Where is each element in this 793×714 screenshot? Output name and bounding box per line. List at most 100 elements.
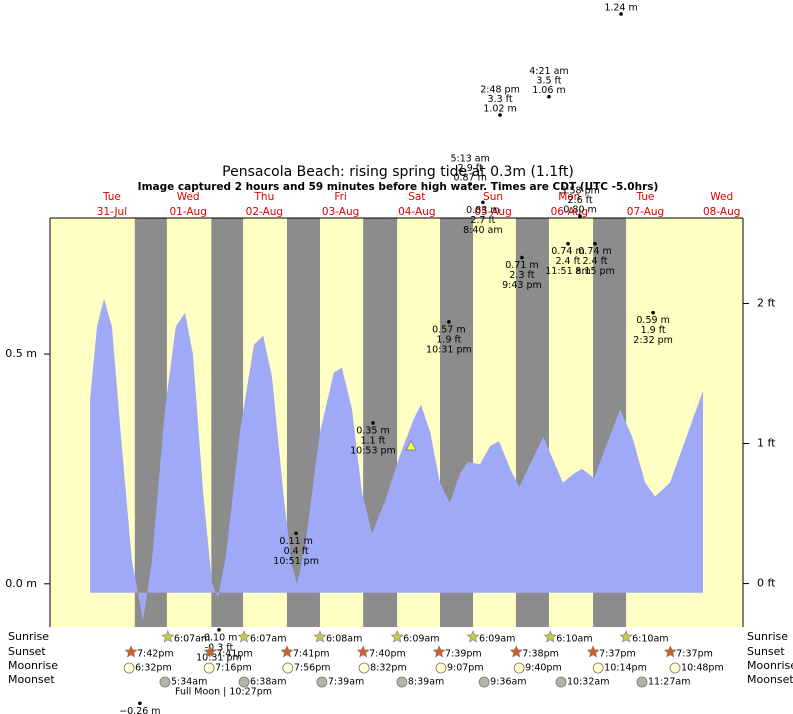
tide-extreme-label: 1.24 m — [604, 2, 637, 13]
tide-extreme-label: 2:48 pm — [480, 85, 520, 96]
tide-extreme-label: 0.4 ft — [284, 546, 309, 557]
event-icon — [513, 662, 525, 674]
day-weekday: Wed — [710, 191, 733, 203]
row-label-left: Sunset — [8, 645, 46, 658]
chart-title: Pensacola Beach: rising spring tide at 0… — [222, 164, 574, 180]
event-time: 10:32am — [567, 677, 609, 688]
tide-extreme-label: 2.7 ft — [470, 215, 495, 226]
tide-extreme-dot — [619, 12, 623, 16]
tide-extreme-label: 10:53 pm — [350, 445, 396, 456]
y2-tick-label: 0 ft — [757, 577, 776, 590]
event-time: 7:37pm — [599, 649, 636, 660]
tide-extreme-label: -0.10 m — [201, 632, 238, 643]
tide-extreme-label: 2.3 ft — [509, 270, 534, 281]
tide-extreme-label: 0.57 m — [432, 324, 465, 335]
tide-extreme-label: 2:32 pm — [633, 335, 673, 346]
tide-extreme-label: 0.35 m — [356, 425, 389, 436]
day-weekday: Sun — [483, 191, 503, 203]
tide-extreme-label: 0.71 m — [505, 260, 538, 271]
event-time: 7:38pm — [522, 649, 559, 660]
plot-area — [50, 218, 743, 627]
event-time: 6:07am — [174, 634, 210, 645]
tide-extreme-dot — [566, 241, 570, 246]
day-weekday: Fri — [334, 191, 347, 203]
event-time: 7:16pm — [215, 663, 252, 674]
event-time: 7:37pm — [676, 649, 713, 660]
event-icon — [282, 662, 294, 674]
tide-extreme-label: 5:58 pm — [560, 186, 600, 197]
event-icon — [313, 630, 327, 643]
event-time: 7:42pm — [137, 649, 174, 660]
tide-extreme-label: 1.9 ft — [641, 325, 666, 336]
tide-extreme-dot — [481, 200, 485, 205]
y2-tick-label: 1 ft — [757, 437, 776, 450]
event-icon — [466, 630, 480, 643]
event-icon — [203, 645, 217, 658]
event-time: 9:40pm — [525, 663, 562, 674]
event-icon — [203, 662, 215, 674]
event-time: 10:48pm — [681, 663, 724, 674]
tide-extreme-dot — [371, 421, 375, 425]
tide-extreme-dot — [138, 701, 142, 706]
row-label-right: Sunset — [747, 645, 785, 658]
event-time: 5:34am — [171, 677, 207, 688]
y-tick-label: 0.0 m — [5, 577, 37, 590]
event-icon — [555, 676, 567, 688]
event-icon — [356, 645, 370, 658]
tide-extreme-label: 2.9 ft — [458, 163, 483, 174]
day-weekday: Sat — [408, 191, 425, 203]
event-icon — [316, 676, 328, 688]
event-icon — [358, 662, 370, 674]
tide-extreme-label: 1.9 ft — [436, 334, 461, 345]
event-icon — [237, 630, 251, 643]
day-weekday: Mon — [558, 191, 580, 203]
event-icon — [238, 676, 250, 688]
tide-extreme-label: 10:31 pm — [426, 344, 472, 355]
event-icon — [124, 645, 138, 658]
tide-extreme-dot — [294, 531, 298, 536]
tide-extreme-dot — [593, 241, 597, 246]
row-label-left: Moonrise — [8, 659, 58, 672]
tide-extreme-label: 3.5 ft — [536, 76, 561, 87]
event-time: 6:10am — [556, 634, 592, 645]
event-time: 11:27am — [648, 677, 690, 688]
row-label-left: Sunrise — [8, 630, 49, 643]
tide-extreme-label: 5:13 am — [450, 153, 489, 164]
y-tick-label: 0.5 m — [5, 347, 37, 360]
tide-extreme-dot — [498, 113, 502, 117]
event-icon — [478, 676, 490, 688]
event-time: 8:32pm — [370, 663, 407, 674]
event-time: 9:07pm — [447, 663, 484, 674]
event-icon — [435, 662, 447, 674]
event-time: 6:10am — [632, 634, 668, 645]
tide-extreme-label: −0.26 m — [119, 706, 160, 714]
tide-extreme-label: 0.11 m — [279, 536, 312, 547]
tide-extreme-label: 10:51 pm — [273, 556, 319, 567]
tide-extreme-label: 8:15 pm — [575, 266, 615, 277]
event-time: 6:09am — [479, 634, 515, 645]
chart-subtitle: Image captured 2 hours and 59 minutes be… — [138, 181, 659, 193]
event-time: 10:14pm — [604, 663, 647, 674]
tide-extreme-label: 0.59 m — [636, 315, 669, 326]
day-weekday: Wed — [177, 191, 200, 203]
tide-extreme-label: 11:51 am — [545, 266, 590, 277]
tide-extreme-label: 1.02 m — [483, 104, 516, 115]
tide-extreme-dot — [468, 182, 472, 186]
y2-tick-label: 2 ft — [757, 296, 776, 309]
overlay: 0.0 m 0.5 m 0 ft 1 ft 2 ft Tue 31-Jul Wed 01-Aug… — [5, 2, 793, 714]
day-date: 02-Aug — [246, 206, 283, 218]
row-label-right: Sunrise — [747, 630, 788, 643]
tide-extreme-label: 0.74 m — [578, 246, 611, 257]
day-weekday: Thu — [254, 191, 275, 203]
event-icon — [543, 630, 557, 643]
event-icon — [619, 630, 633, 643]
tide-extreme-label: 8:40 am — [463, 225, 502, 236]
event-time: 9:36am — [490, 677, 526, 688]
event-time: 7:56pm — [294, 663, 331, 674]
day-weekday: Tue — [636, 191, 655, 203]
event-time: 6:07am — [250, 634, 286, 645]
row-label-right: Moonrise — [747, 659, 793, 672]
tide-extreme-label: 1.1 ft — [360, 435, 385, 446]
